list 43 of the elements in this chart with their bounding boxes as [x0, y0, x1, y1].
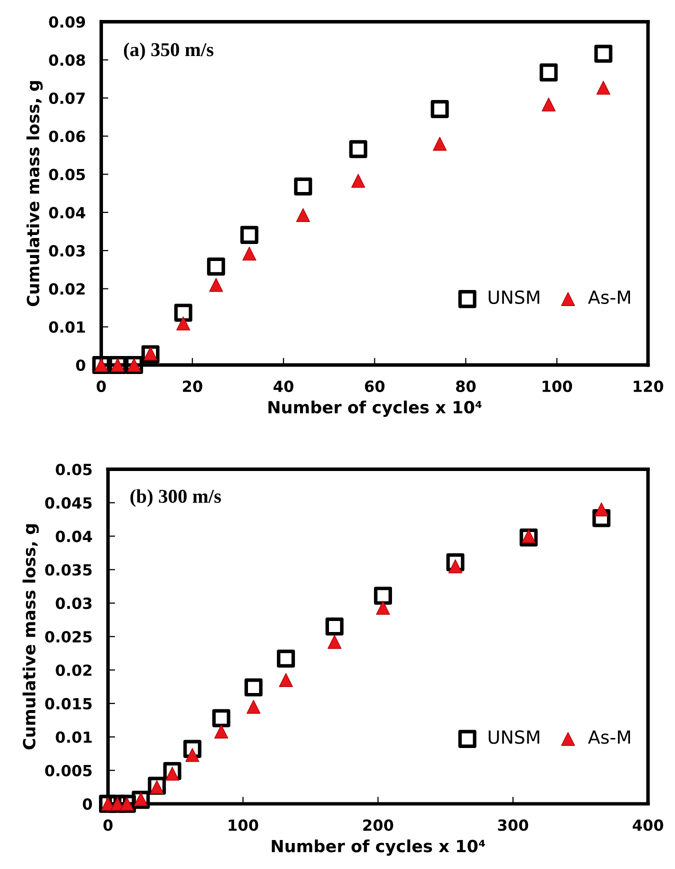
- y-tick-label: 0: [76, 359, 86, 371]
- x-tick-label: 120: [634, 380, 664, 392]
- y-tick-label: 0.09: [49, 16, 85, 28]
- y-tick-label: 0.05: [56, 464, 92, 476]
- x-tick-label: 20: [182, 380, 202, 392]
- y-tick-label: 0.03: [49, 245, 85, 257]
- x-tick-label: 400: [632, 819, 664, 831]
- legend-label: As-M: [588, 730, 630, 744]
- x-tick-label: 100: [542, 380, 572, 392]
- y-tick-label: 0.05: [49, 168, 85, 180]
- x-tick-label: 200: [363, 819, 394, 831]
- y-axis-title: Cumulative mass loss, g: [26, 81, 43, 306]
- y-tick-label: 0.02: [49, 283, 85, 295]
- x-tick-label: 0: [103, 819, 113, 831]
- y-tick-label: 0.025: [45, 631, 92, 643]
- y-tick-label: 0.07: [49, 92, 85, 104]
- y-tick-label: 0.04: [49, 206, 86, 218]
- legend-label: UNSM: [488, 730, 540, 744]
- y-tick-label: 0: [82, 798, 92, 810]
- y-tick-label: 0.01: [49, 321, 85, 333]
- x-tick-label: 60: [364, 380, 385, 392]
- y-tick-label: 0.03: [56, 598, 92, 610]
- y-tick-label: 0.02: [56, 664, 92, 676]
- x-axis-title: Number of cycles x 10⁴: [272, 839, 485, 856]
- y-tick-label: 0.035: [45, 564, 92, 576]
- y-tick-label: 0.08: [49, 54, 86, 66]
- annotation: (a) 350 m/s: [124, 42, 214, 60]
- y-tick-label: 0.06: [49, 130, 86, 142]
- y-tick-label: 0.005: [45, 764, 92, 776]
- y-tick-label: 0.01: [56, 731, 92, 743]
- legend-label: UNSM: [488, 290, 540, 304]
- y-tick-label: 0.045: [45, 497, 92, 509]
- annotation: (b) 300 m/s: [130, 489, 221, 507]
- y-tick-label: 0.015: [45, 698, 92, 710]
- y-axis-title: Cumulative mass loss, g: [22, 524, 39, 750]
- x-tick-label: 100: [228, 819, 258, 831]
- x-axis-title: Number of cycles x 10⁴: [268, 400, 482, 417]
- x-tick-label: 40: [274, 380, 294, 392]
- y-tick-label: 0.04: [56, 530, 92, 542]
- legend-label: As-M: [588, 290, 630, 304]
- x-tick-label: 0: [96, 380, 106, 392]
- x-tick-label: 300: [498, 819, 528, 831]
- x-tick-label: 80: [456, 380, 476, 392]
